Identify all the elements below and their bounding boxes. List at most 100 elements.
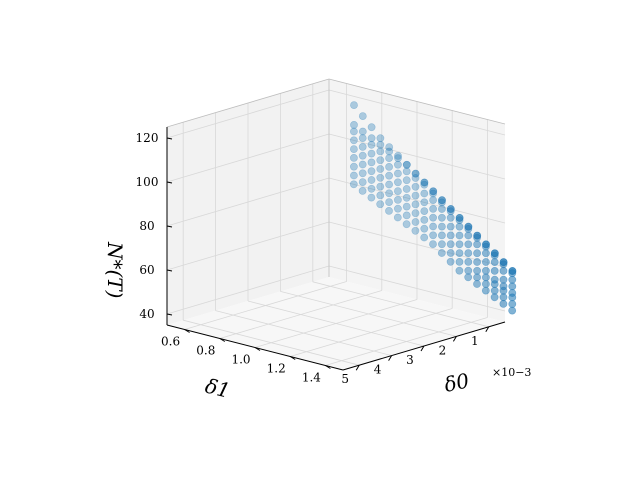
data-point — [393, 160, 402, 169]
x-tick-label: 4 — [374, 363, 382, 377]
data-point — [508, 269, 517, 278]
data-point — [464, 249, 473, 257]
data-point — [437, 231, 446, 240]
data-point — [429, 187, 438, 196]
x-tick-label: 5 — [341, 372, 349, 386]
y-tick-mark — [325, 365, 331, 369]
y-tick-label: 0.8 — [196, 344, 215, 358]
data-point — [499, 275, 508, 284]
data-point — [411, 174, 420, 182]
data-point — [464, 257, 473, 266]
data-point — [437, 249, 446, 257]
y-tick-mark — [254, 347, 261, 351]
data-point — [464, 231, 473, 240]
data-point — [446, 249, 455, 257]
data-point — [464, 240, 473, 249]
data-point — [367, 149, 376, 158]
data-point — [402, 160, 411, 169]
data-point — [499, 286, 508, 295]
z-tick-label: 100 — [136, 175, 159, 189]
data-point — [402, 211, 411, 220]
y-tick-mark — [184, 329, 190, 333]
data-point — [420, 224, 429, 233]
y-tick-label: 1.2 — [267, 362, 286, 376]
data-point — [349, 180, 358, 189]
data-point — [358, 160, 367, 169]
grid-line-z — [328, 89, 506, 136]
data-point — [350, 121, 358, 129]
data-point — [508, 282, 517, 291]
data-point — [464, 222, 473, 231]
data-point — [429, 187, 438, 196]
tick-labels: 1 2 3 4 5 0.6 0.8 1.0 1.2 1.4 40 60 80 100 120 — [136, 131, 479, 386]
data-point — [402, 176, 411, 185]
data-point — [455, 213, 464, 222]
pane-edge — [166, 78, 330, 128]
data-point — [393, 195, 402, 204]
data-point — [446, 231, 455, 240]
data-point — [420, 180, 429, 189]
data-point — [464, 222, 473, 231]
y-tick-mark — [219, 338, 226, 342]
data-point — [411, 182, 420, 191]
data-point — [393, 213, 402, 222]
data-point — [393, 204, 402, 213]
x-tick-mark — [420, 345, 425, 352]
data-point — [385, 143, 394, 151]
grid-line-z — [328, 177, 506, 224]
z-tick-label: 40 — [139, 307, 154, 321]
data-point — [437, 240, 446, 249]
data-point — [411, 169, 420, 178]
data-point — [438, 196, 446, 205]
data-point — [481, 280, 490, 288]
grid-line-z — [166, 89, 330, 139]
z-tick-mark — [166, 181, 173, 184]
data-point — [367, 123, 376, 132]
data-point — [481, 258, 490, 266]
data-point — [385, 162, 393, 171]
data-point — [473, 231, 482, 240]
data-point — [349, 153, 358, 162]
x-tick-mark — [355, 364, 360, 371]
data-point — [499, 293, 508, 302]
data-point — [446, 257, 455, 266]
data-point — [473, 280, 481, 288]
data-point — [437, 198, 446, 207]
data-point — [481, 273, 490, 282]
data-point — [385, 206, 393, 215]
y-tick-label: 0.6 — [161, 335, 180, 349]
data-point — [385, 171, 393, 180]
data-point — [446, 240, 455, 249]
data-point — [349, 171, 358, 180]
data-point — [429, 189, 437, 198]
data-point — [429, 231, 437, 240]
data-point — [429, 213, 437, 222]
data-point — [411, 191, 420, 200]
data-point — [490, 266, 499, 275]
data-point — [420, 198, 429, 207]
data-point — [473, 231, 482, 240]
data-points — [349, 101, 517, 315]
x-axis-offset-label: ×10−3 — [492, 366, 531, 379]
data-point — [367, 134, 376, 143]
data-point — [394, 154, 402, 162]
pane-edge — [328, 78, 506, 125]
data-point — [437, 222, 446, 231]
data-point — [455, 249, 464, 257]
data-point — [446, 207, 455, 216]
data-point — [490, 251, 499, 260]
data-point — [420, 207, 429, 215]
data-point — [411, 169, 420, 178]
data-point — [438, 196, 446, 205]
data-point — [385, 198, 393, 206]
data-point — [429, 222, 437, 231]
data-point — [393, 187, 402, 195]
grid-line-y — [254, 299, 418, 348]
grid-lines — [166, 83, 506, 366]
data-point — [349, 162, 358, 171]
data-point — [376, 134, 385, 143]
data-point — [376, 165, 385, 173]
grid-line-z — [166, 177, 330, 227]
